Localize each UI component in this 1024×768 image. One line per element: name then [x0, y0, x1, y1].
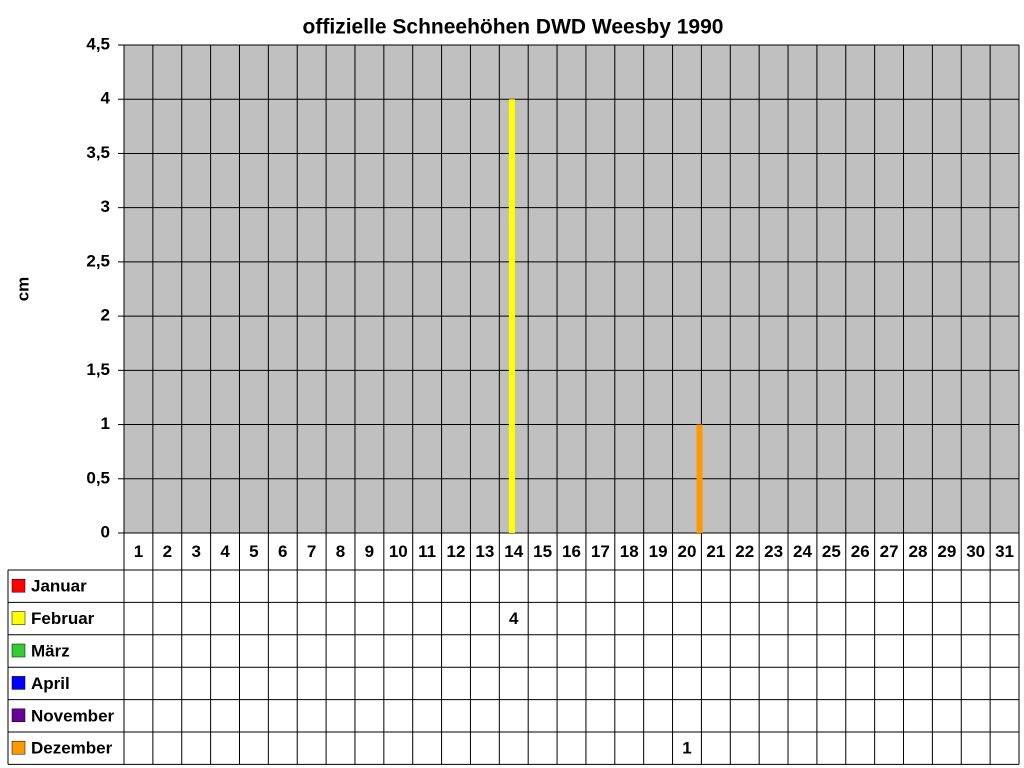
y-tick-label: 3: [101, 197, 110, 216]
x-tick-label: 27: [880, 542, 899, 561]
x-tick-label: 6: [278, 542, 287, 561]
legend-key: [11, 676, 26, 690]
x-tick-label: 28: [908, 542, 927, 561]
legend-label: November: [31, 706, 115, 725]
x-tick-label: 3: [191, 542, 200, 561]
legend-key: [11, 578, 26, 593]
x-tick-label: 18: [620, 542, 639, 561]
x-tick-label: 16: [562, 542, 581, 561]
y-tick-label: 2: [101, 306, 110, 325]
x-tick-label: 5: [249, 542, 258, 561]
x-tick-label: 25: [822, 542, 841, 561]
x-tick-label: 29: [937, 542, 956, 561]
x-tick-label: 23: [764, 542, 783, 561]
legend-key: [11, 643, 26, 658]
y-tick-label: 2,5: [86, 251, 110, 270]
x-tick-label: 4: [220, 542, 230, 561]
x-tick-label: 10: [389, 542, 408, 561]
legend-label: Januar: [31, 577, 87, 596]
x-tick-label: 24: [793, 542, 812, 561]
legend-label: März: [31, 641, 70, 660]
bar: [696, 424, 703, 533]
legend-label: Dezember: [31, 739, 113, 758]
y-tick-label: 1: [101, 414, 110, 433]
x-tick-label: 1: [134, 542, 143, 561]
x-tick-label: 21: [706, 542, 725, 561]
x-tick-label: 20: [678, 542, 697, 561]
x-tick-label: 12: [447, 542, 466, 561]
legend-key: [11, 740, 26, 755]
chart-title: offizielle Schneehöhen DWD Weesby 1990: [303, 16, 724, 39]
x-tick-label: 22: [735, 542, 754, 561]
legend-label: April: [31, 674, 70, 693]
table-value: 4: [509, 609, 519, 628]
y-tick-label: 0: [101, 522, 110, 541]
y-tick-label: 3,5: [86, 143, 110, 162]
x-tick-label: 30: [966, 542, 985, 561]
y-tick-label: 4: [101, 89, 111, 108]
x-tick-label: 2: [163, 542, 172, 561]
x-tick-label: 9: [365, 542, 374, 561]
legend-key: [11, 611, 26, 625]
y-tick-label: 1,5: [86, 360, 110, 379]
y-tick-label: 0,5: [86, 468, 110, 487]
x-tick-label: 8: [336, 542, 345, 561]
x-tick-label: 31: [995, 542, 1014, 561]
x-tick-label: 11: [418, 542, 436, 561]
bar: [508, 99, 515, 533]
x-tick-label: 15: [533, 542, 552, 561]
x-tick-label: 19: [649, 542, 668, 561]
x-tick-label: 13: [475, 542, 494, 561]
x-tick-label: 7: [307, 542, 316, 561]
table-value: 1: [682, 739, 691, 758]
x-tick-label: 14: [504, 542, 523, 561]
x-tick-label: 26: [851, 542, 870, 561]
y-tick-label: 4,5: [86, 34, 110, 53]
x-tick-label: 17: [591, 542, 610, 561]
legend-key: [11, 708, 26, 723]
y-axis-label: cm: [13, 277, 32, 302]
legend-label: Februar: [31, 609, 95, 628]
plot-area: [124, 45, 1019, 533]
